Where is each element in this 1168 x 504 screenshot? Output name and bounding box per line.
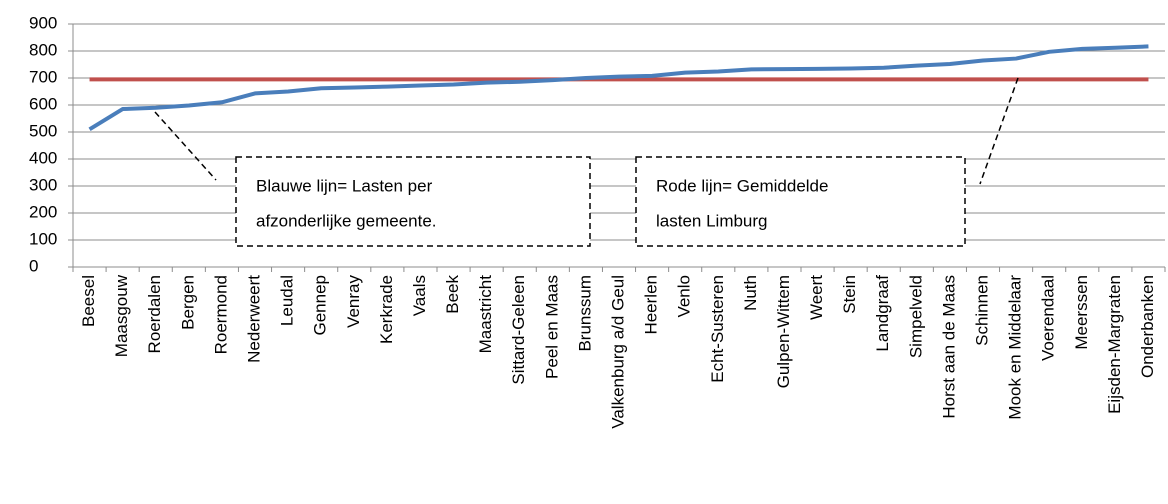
x-tick-label: Valkenburg a/d Geul [608, 275, 627, 429]
x-tick-label: Horst aan de Maas [939, 275, 958, 419]
y-tick-label: 900 [29, 13, 57, 32]
annotation-text: Blauwe lijn= Lasten per [256, 176, 433, 195]
x-tick-label: Nederweert [244, 275, 263, 363]
x-tick-label: Voerendaal [1039, 275, 1058, 361]
x-tick-label: Weert [807, 275, 826, 320]
x-tick-label: Roerdalen [145, 275, 164, 353]
x-tick-label: Beesel [79, 275, 98, 327]
annotation-text: Rode lijn= Gemiddelde [656, 176, 828, 195]
x-tick-label: Peel en Maas [542, 275, 561, 379]
x-tick-label: Bergen [178, 275, 197, 330]
x-tick-label: Brunssum [575, 275, 594, 352]
x-tick-label: Simpelveld [906, 275, 925, 358]
x-tick-label: Gulpen-Wittem [774, 275, 793, 388]
x-tick-label: Vaals [410, 275, 429, 316]
leader-line [979, 77, 1019, 185]
annotation-text: afzonderlijke gemeente. [256, 211, 437, 230]
annotation-box [235, 156, 591, 247]
y-tick-label: 400 [29, 148, 57, 167]
x-tick-label: Kerkrade [377, 275, 396, 344]
x-tick-label: Landgraaf [873, 275, 892, 352]
x-tick-label: Schinnen [972, 275, 991, 346]
y-tick-label: 0 [29, 256, 38, 275]
x-tick-label: Heerlen [642, 275, 661, 335]
x-tick-label: Maasgouw [112, 274, 131, 357]
x-tick-label: Nuth [741, 275, 760, 311]
annotation-box [635, 156, 966, 247]
x-tick-label: Stein [840, 275, 859, 314]
x-tick-label: Gennep [311, 275, 330, 336]
y-tick-label: 600 [29, 94, 57, 113]
x-tick-label: Leudal [278, 275, 297, 326]
x-tick-label: Echt-Susteren [708, 275, 727, 383]
y-tick-label: 700 [29, 67, 57, 86]
y-tick-label: 100 [29, 229, 57, 248]
x-tick-label: Sittard-Geleen [509, 275, 528, 385]
x-tick-label: Beek [443, 275, 462, 314]
x-tick-label: Venlo [675, 275, 694, 318]
x-tick-label: Roermond [211, 275, 230, 354]
annotation-text: lasten Limburg [656, 211, 768, 230]
plot-area: 0 100 200 300 400 500 600 700 800 900 Beesel Maasgo… [29, 13, 1166, 429]
annotations: Blauwe lijn= Lasten per afzonderlijke ge… [154, 77, 1019, 247]
x-tick-label: Onderbanken [1138, 275, 1157, 378]
x-tick-label: Venray [344, 275, 363, 328]
y-tick-label: 200 [29, 202, 57, 221]
line-series [88, 44, 1149, 132]
y-tick-label: 800 [29, 40, 57, 59]
x-tick-label: Meerssen [1072, 275, 1091, 350]
y-tick-label: 300 [29, 175, 57, 194]
x-tick-label: Maastricht [476, 275, 495, 354]
x-tick-label: Mook en Middelaar [1006, 275, 1025, 420]
y-tick-label: 500 [29, 121, 57, 140]
leader-line [154, 111, 217, 181]
x-tick-label: Eijsden-Margraten [1105, 275, 1124, 414]
